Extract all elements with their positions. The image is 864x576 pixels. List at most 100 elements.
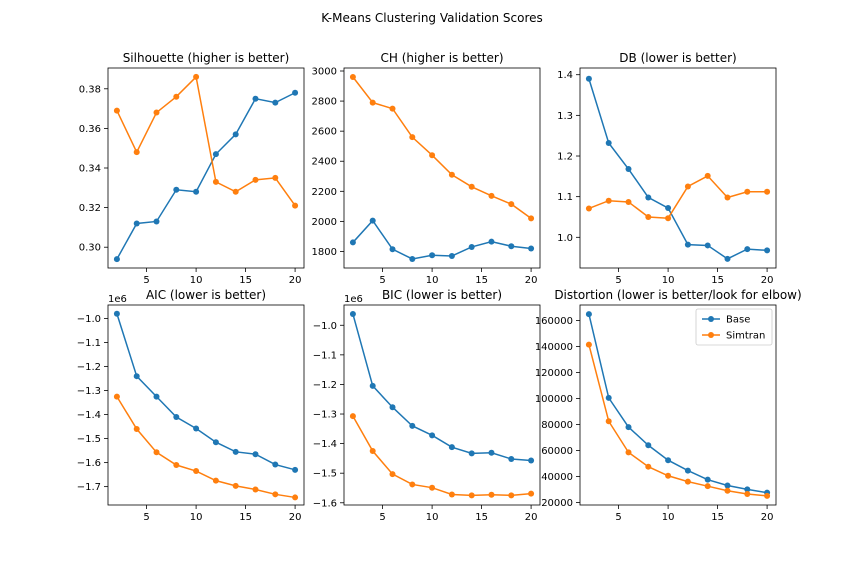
figure-suptitle: K-Means Clustering Validation Scores (321, 11, 543, 25)
data-point-base (409, 422, 416, 429)
data-point-base (724, 482, 731, 489)
data-point-simtran (113, 107, 120, 114)
data-point-simtran (292, 494, 299, 501)
data-point-base (429, 432, 436, 439)
y-tick-label: −1.5 (77, 434, 101, 445)
data-point-simtran (389, 105, 396, 112)
data-point-base (468, 450, 475, 457)
data-point-simtran (448, 171, 455, 178)
y-tick-label: 2600 (312, 127, 337, 138)
y-tick-label: 120000 (535, 368, 573, 379)
data-point-simtran (349, 413, 356, 420)
y-tick-label: 1.1 (557, 192, 573, 203)
x-tick-label: 10 (190, 275, 203, 286)
subplot-3: DB (lower is better) 5 10 15 20 1.0 1.1 1.2 1.3 1… (557, 51, 777, 286)
data-point-simtran (684, 183, 691, 190)
data-point-base (508, 455, 515, 462)
data-point-base (724, 255, 731, 262)
x-tick-label: 15 (475, 512, 488, 523)
data-point-simtran (409, 481, 416, 488)
y-tick-label: 80000 (541, 420, 573, 431)
data-point-base (173, 414, 180, 421)
x-tick-label: 5 (143, 512, 149, 523)
data-point-simtran (625, 198, 632, 205)
data-point-simtran (585, 205, 592, 212)
series-line-simtran (588, 174, 768, 219)
y-tick-label: 40000 (541, 472, 573, 483)
data-point-base (349, 239, 356, 246)
data-point-base (764, 247, 771, 254)
x-tick-label: 20 (289, 512, 302, 523)
y-tick-label: 1.4 (557, 70, 573, 81)
data-point-simtran (272, 491, 279, 498)
subplot-2: CH (higher is better) 5 10 15 20 1800 2000 2200… (312, 51, 541, 286)
y-tick-label: −1.2 (313, 380, 337, 391)
data-point-base (645, 442, 652, 449)
y-tick-label: 0.30 (79, 243, 101, 254)
series-line-simtran (588, 344, 768, 497)
y-tick-label: 140000 (535, 342, 573, 353)
x-tick-label: 20 (761, 275, 774, 286)
x-tick-label: 15 (239, 275, 252, 286)
data-point-simtran (232, 188, 239, 195)
series-line-base (116, 313, 296, 471)
data-point-simtran (744, 188, 751, 195)
data-point-base (212, 151, 219, 158)
data-point-simtran (252, 486, 259, 493)
series-line-base (116, 92, 296, 260)
series-line-simtran (352, 76, 532, 219)
data-point-simtran (193, 73, 200, 80)
data-point-simtran (193, 468, 200, 475)
data-point-base (645, 194, 652, 201)
x-tick-label: 20 (289, 275, 302, 286)
y-tick-label: −1.6 (77, 458, 101, 469)
data-point-simtran (153, 449, 160, 456)
y-tick-label: 1.0 (557, 233, 573, 244)
data-point-simtran (488, 192, 495, 199)
data-point-base (704, 242, 711, 249)
legend-box (695, 308, 773, 346)
x-tick-label: 20 (525, 512, 538, 523)
data-point-simtran (349, 74, 356, 81)
y-tick-label: 1.2 (557, 152, 573, 163)
data-point-base (193, 188, 200, 195)
data-point-simtran (704, 172, 711, 179)
data-point-base (369, 382, 376, 389)
y-tick-label: 1.3 (557, 111, 573, 122)
data-point-base (468, 243, 475, 250)
data-point-base (173, 186, 180, 193)
data-point-base (744, 486, 751, 493)
subplot-title: BIC (lower is better) (382, 288, 502, 302)
data-point-simtran (113, 393, 120, 400)
data-point-base (292, 466, 299, 473)
y-offset-text: 1e6 (344, 294, 363, 305)
data-point-base (528, 245, 535, 252)
y-tick-label: 0.36 (79, 124, 101, 135)
data-point-base (448, 444, 455, 451)
data-point-base (232, 448, 239, 455)
x-tick-label: 5 (615, 512, 621, 523)
data-point-simtran (744, 490, 751, 497)
x-tick-label: 15 (711, 275, 724, 286)
data-point-simtran (212, 178, 219, 185)
data-point-simtran (173, 93, 180, 100)
data-point-base (744, 246, 751, 253)
data-point-base (113, 310, 120, 317)
x-tick-label: 5 (143, 275, 149, 286)
data-point-base (448, 252, 455, 259)
data-point-simtran (625, 449, 632, 456)
data-point-base (684, 467, 691, 474)
data-point-base (488, 238, 495, 245)
subplot-title: Silhouette (higher is better) (123, 51, 290, 65)
data-point-base (684, 241, 691, 248)
x-tick-label: 10 (426, 512, 439, 523)
data-point-base (272, 461, 279, 468)
data-point-simtran (665, 472, 672, 479)
data-point-base (409, 255, 416, 262)
y-offset-text: 1e6 (108, 294, 127, 305)
axes-frame (107, 304, 305, 506)
data-point-simtran (429, 484, 436, 491)
x-tick-label: 10 (426, 275, 439, 286)
